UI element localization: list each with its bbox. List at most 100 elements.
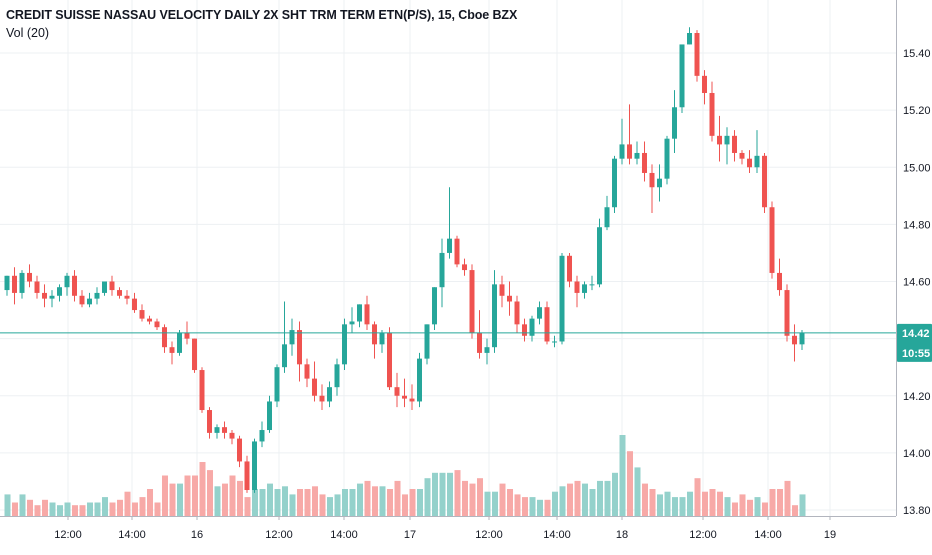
chart-legend: CREDIT SUISSE NASSAU VELOCITY DAILY 2X S… bbox=[6, 8, 517, 40]
volume-bar bbox=[432, 472, 438, 516]
candle-body bbox=[289, 330, 295, 345]
volume-bar bbox=[169, 483, 176, 516]
time-tick-label: 12:00 bbox=[265, 529, 293, 541]
candle-body bbox=[327, 387, 332, 402]
candle bbox=[454, 235, 460, 268]
volume-bar bbox=[297, 489, 303, 516]
candle-body bbox=[184, 332, 190, 339]
candle bbox=[207, 407, 212, 439]
candle bbox=[492, 270, 497, 353]
volume-bar bbox=[762, 502, 768, 516]
volume-bar bbox=[469, 483, 476, 516]
candle-body bbox=[739, 152, 745, 159]
time-axis[interactable]: 12:00 14:00 16 12:00 14:00 17 12:00 14:00 18 12:0… bbox=[0, 516, 896, 541]
candle-body bbox=[544, 307, 550, 342]
volume-bar bbox=[357, 483, 363, 516]
candle bbox=[327, 381, 332, 408]
candle-body bbox=[717, 135, 722, 145]
price-badge-background bbox=[897, 323, 932, 362]
volume-bar bbox=[229, 475, 236, 516]
volume-bar bbox=[79, 505, 86, 516]
candle bbox=[574, 275, 580, 308]
candle bbox=[649, 164, 655, 213]
volume-bar bbox=[627, 451, 633, 516]
candle-body bbox=[259, 430, 265, 442]
volume-bar bbox=[679, 497, 686, 516]
candle-body bbox=[304, 364, 310, 379]
candle bbox=[769, 201, 775, 279]
candle bbox=[169, 341, 175, 365]
candle bbox=[349, 307, 355, 333]
candle bbox=[147, 315, 152, 325]
candle-body bbox=[169, 347, 175, 353]
candle-body bbox=[109, 281, 115, 291]
candle-body bbox=[642, 152, 647, 173]
candle-body bbox=[154, 321, 160, 328]
candle-body bbox=[559, 255, 565, 342]
price-tick-label: 14.60 bbox=[903, 277, 931, 289]
volume-bar bbox=[199, 462, 206, 516]
volume-bar bbox=[274, 489, 281, 516]
candle-body bbox=[139, 310, 145, 319]
volume-bar bbox=[492, 491, 498, 516]
time-tick-label: 14:00 bbox=[754, 529, 782, 541]
candle-body bbox=[49, 295, 55, 299]
volume-bar bbox=[537, 499, 543, 516]
candle bbox=[177, 330, 182, 356]
volume-bar bbox=[769, 489, 776, 516]
candle bbox=[777, 258, 782, 296]
volume-bar bbox=[162, 475, 168, 516]
candle-body bbox=[477, 332, 482, 353]
candle bbox=[162, 324, 167, 353]
candle bbox=[417, 352, 422, 408]
volume-bar bbox=[304, 489, 311, 516]
candle-body bbox=[777, 272, 782, 291]
candle bbox=[447, 187, 452, 259]
volume-bar bbox=[544, 499, 551, 516]
price-axis[interactable]: 13.8014.0014.2014.4014.6014.8015.0015.20… bbox=[896, 0, 931, 517]
volume-bar bbox=[237, 480, 243, 516]
candlesticks bbox=[4, 27, 805, 493]
candle bbox=[664, 135, 670, 185]
candle bbox=[19, 270, 25, 299]
candle bbox=[604, 195, 610, 231]
volume-indicator-label[interactable]: Vol (20) bbox=[6, 26, 50, 40]
price-tick-label: 14.20 bbox=[903, 391, 931, 403]
candle bbox=[304, 358, 310, 388]
candle bbox=[334, 358, 340, 396]
candle bbox=[432, 287, 437, 331]
candle-body bbox=[784, 290, 790, 336]
candle-body bbox=[589, 284, 595, 286]
candle-body bbox=[732, 135, 737, 153]
volume-bar bbox=[207, 470, 213, 516]
candle-body bbox=[199, 370, 205, 411]
volume-bar bbox=[649, 489, 656, 516]
candle-body bbox=[439, 252, 445, 288]
candle-body bbox=[484, 347, 490, 353]
candle bbox=[12, 267, 17, 305]
candle-body bbox=[469, 270, 475, 333]
volume-bar bbox=[259, 489, 266, 516]
candle-body bbox=[42, 292, 47, 299]
candle bbox=[754, 130, 760, 173]
candle bbox=[79, 290, 85, 308]
candle-body bbox=[27, 272, 32, 282]
volume-bar bbox=[597, 480, 603, 516]
candle-body bbox=[124, 295, 130, 299]
volume-bar bbox=[754, 497, 761, 516]
candle-body bbox=[132, 298, 137, 311]
volume-bar bbox=[72, 505, 78, 516]
time-tick-label: 19 bbox=[824, 529, 836, 541]
volume-bar bbox=[222, 483, 228, 516]
volume-bar bbox=[289, 494, 296, 516]
time-tick-label: 17 bbox=[404, 529, 416, 541]
volume-bar bbox=[439, 472, 446, 516]
candle bbox=[702, 70, 707, 105]
candle-body bbox=[319, 395, 325, 402]
candle bbox=[559, 252, 565, 345]
candle-body bbox=[229, 432, 235, 439]
candle-body bbox=[267, 401, 272, 431]
candle bbox=[394, 372, 400, 408]
